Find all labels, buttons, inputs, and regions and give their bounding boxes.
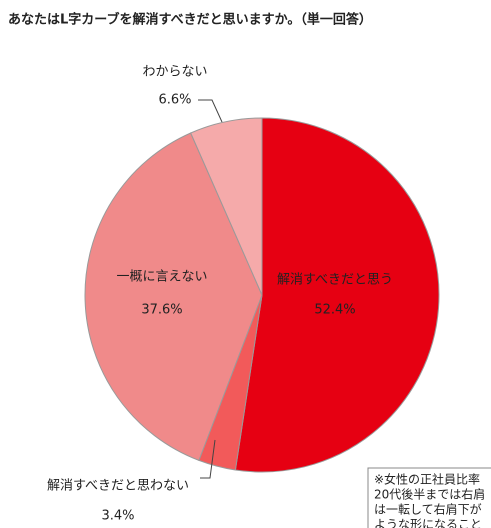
- note-line: ような形になること: [374, 518, 482, 528]
- note-line: ※女性の正社員比率: [374, 472, 480, 487]
- slice-label: 解消すべきだと思わない: [47, 479, 189, 494]
- chart-title: あなたはL字カーブを解消すべきだと思いますか。（単一回答）: [8, 12, 372, 28]
- note-line: は一転して右肩下が: [374, 502, 482, 517]
- slice-value: 52.4%: [314, 303, 355, 318]
- note-line: 20代後半までは右肩: [374, 487, 485, 502]
- slice-value: 37.6%: [141, 303, 182, 318]
- slice-label: 一概に言えない: [116, 270, 207, 285]
- slice-label: わからない: [142, 65, 207, 80]
- slice-value: 3.4%: [101, 509, 134, 524]
- leader-line: [198, 99, 223, 123]
- pie-slice: [84, 132, 263, 462]
- pie-slice: [234, 117, 440, 473]
- note-box: [367, 467, 491, 528]
- slice-label: 解消すべきだと思う: [277, 273, 393, 288]
- pie-slice: [190, 117, 263, 296]
- leader-line: [200, 439, 216, 479]
- slice-value: 6.6%: [158, 93, 191, 108]
